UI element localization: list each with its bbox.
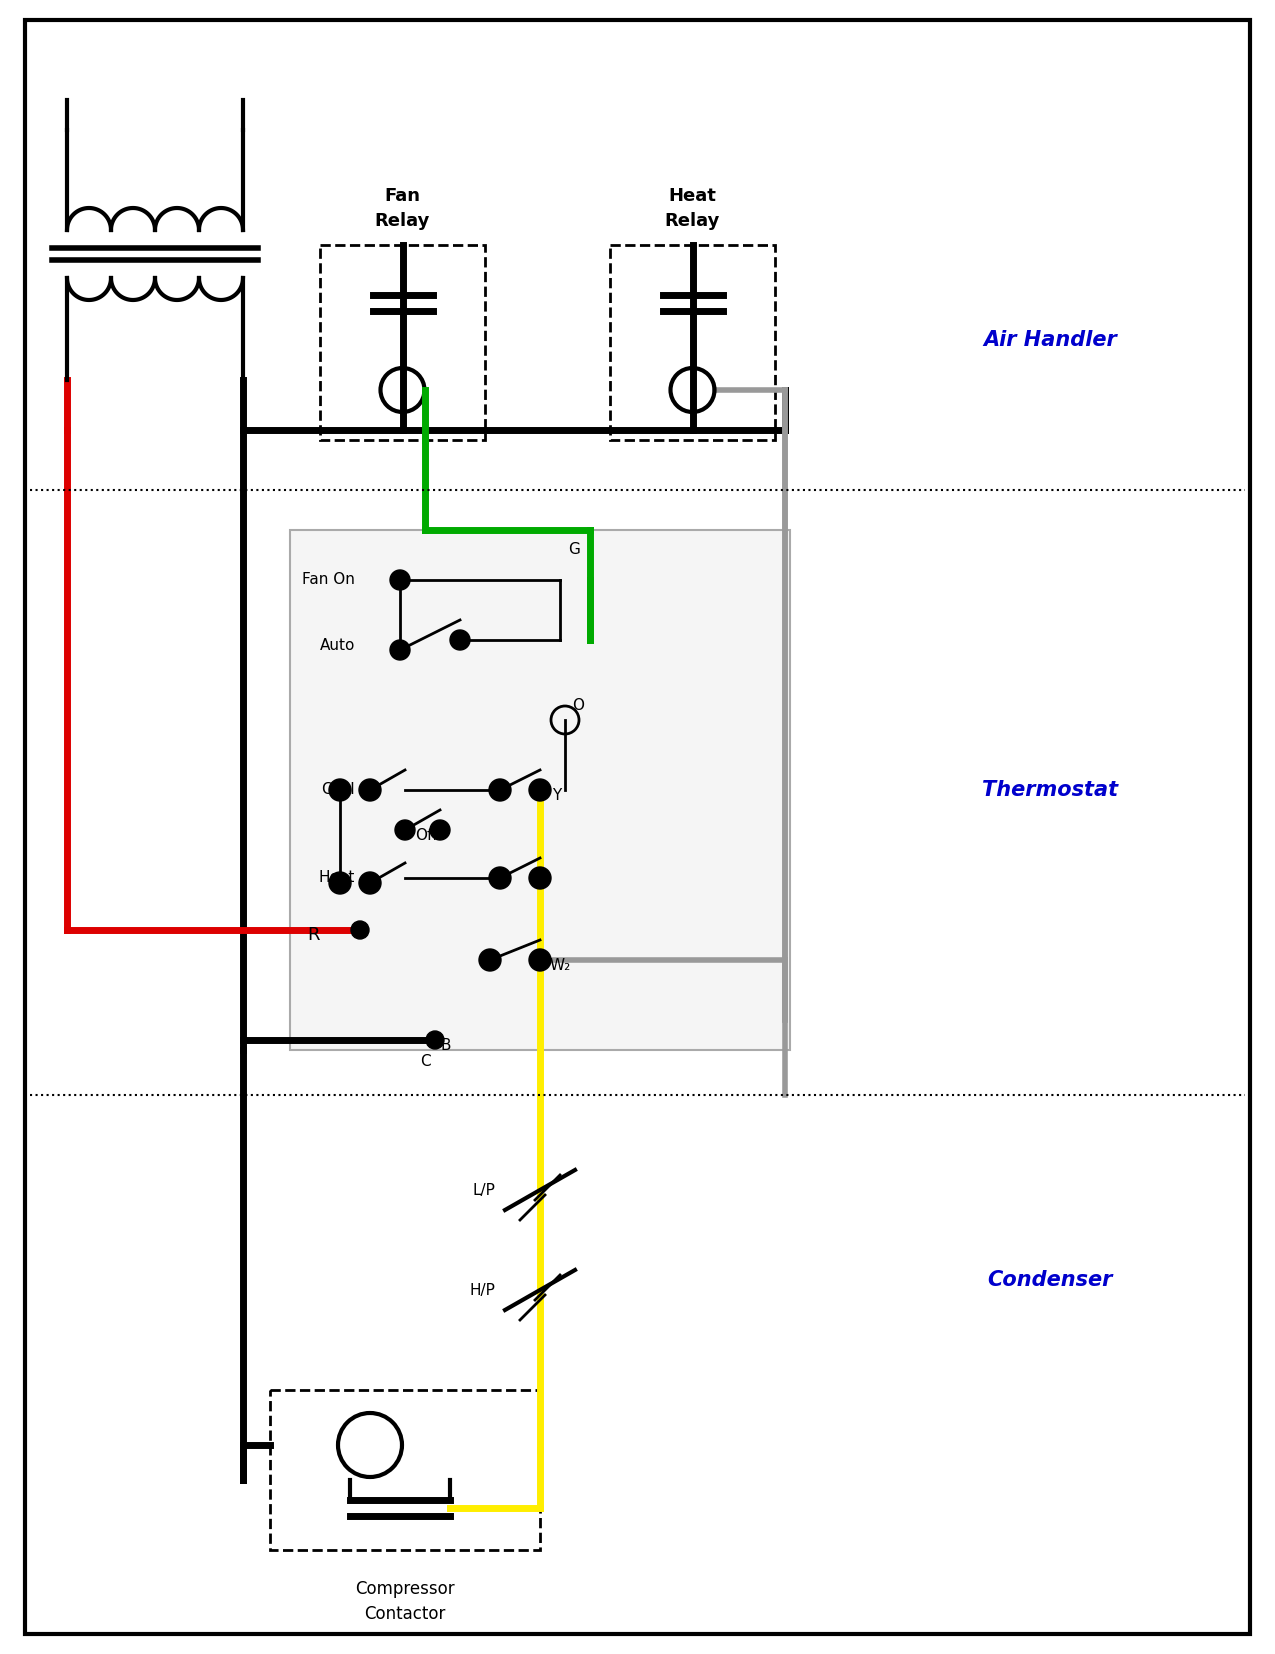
- Bar: [270, 1389, 541, 1550]
- Text: R: R: [307, 926, 320, 944]
- Circle shape: [529, 867, 551, 888]
- Circle shape: [450, 630, 470, 650]
- Text: Fan: Fan: [385, 187, 421, 205]
- Text: Fan On: Fan On: [302, 572, 354, 587]
- Circle shape: [426, 1030, 444, 1049]
- Circle shape: [390, 640, 411, 660]
- Bar: [609, 245, 775, 440]
- Text: Heat: Heat: [319, 870, 354, 885]
- Text: Thermostat: Thermostat: [982, 781, 1118, 801]
- Text: Auto: Auto: [320, 637, 354, 652]
- Circle shape: [395, 820, 414, 840]
- Circle shape: [529, 779, 551, 801]
- Text: Relay: Relay: [375, 212, 430, 230]
- Text: Compressor: Compressor: [356, 1580, 455, 1598]
- Circle shape: [490, 867, 511, 888]
- Text: Heat: Heat: [668, 187, 717, 205]
- Circle shape: [329, 872, 351, 895]
- Circle shape: [329, 779, 351, 801]
- Text: O: O: [572, 698, 584, 713]
- Circle shape: [351, 921, 368, 939]
- Circle shape: [529, 949, 551, 971]
- Bar: [320, 245, 484, 440]
- Text: H/P: H/P: [469, 1282, 495, 1297]
- Text: B: B: [440, 1037, 450, 1052]
- Text: Contactor: Contactor: [365, 1604, 446, 1623]
- Circle shape: [360, 779, 381, 801]
- Circle shape: [479, 949, 501, 971]
- Circle shape: [360, 872, 381, 895]
- Bar: [289, 529, 790, 1050]
- Circle shape: [430, 820, 450, 840]
- Text: L/P: L/P: [472, 1183, 495, 1197]
- Text: Air Handler: Air Handler: [983, 331, 1117, 351]
- Text: Y: Y: [552, 787, 561, 802]
- Circle shape: [490, 779, 511, 801]
- Text: C: C: [419, 1055, 431, 1070]
- Text: W₂: W₂: [550, 958, 571, 973]
- Text: Condenser: Condenser: [987, 1270, 1113, 1290]
- Text: G: G: [567, 543, 580, 557]
- Text: Relay: Relay: [664, 212, 720, 230]
- Text: Cool: Cool: [321, 782, 354, 797]
- Text: Off: Off: [414, 827, 437, 842]
- Circle shape: [390, 571, 411, 590]
